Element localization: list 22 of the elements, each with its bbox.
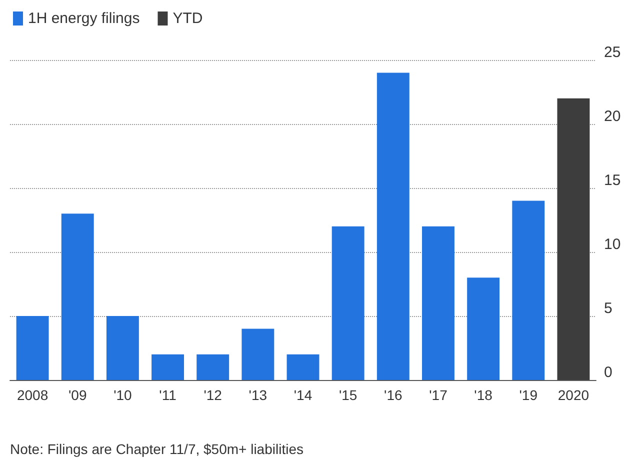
x-tick-label: '10: [114, 387, 132, 403]
y-tick-label: 15: [604, 172, 621, 189]
y-tick-label: 0: [604, 364, 612, 381]
x-tick-label: '09: [68, 387, 87, 403]
legend-label: YTD: [172, 10, 203, 27]
x-tick-label: '18: [474, 387, 493, 403]
y-tick-label: 25: [604, 44, 621, 61]
x-tick-label: '15: [338, 387, 358, 403]
text: Note: Filings are Chapter 11/7, $50m+ liabilities: [10, 441, 304, 457]
x-tick-label: '16: [384, 387, 402, 403]
y-tick-label: 20: [604, 108, 621, 125]
y-tick-label: 10: [604, 236, 621, 253]
legend-label: 1H energy filings: [28, 10, 140, 27]
x-tick-label: 2008: [16, 387, 48, 403]
x-tick-label: 2020: [558, 387, 590, 403]
x-tick-label: '17: [429, 387, 448, 403]
x-tick-label: '14: [294, 387, 312, 403]
x-tick-label: '12: [204, 387, 222, 403]
y-tick-label: 5: [604, 300, 612, 317]
x-tick-label: '11: [159, 387, 177, 403]
x-tick-label: '13: [248, 387, 268, 403]
x-tick-label: '19: [519, 387, 538, 403]
